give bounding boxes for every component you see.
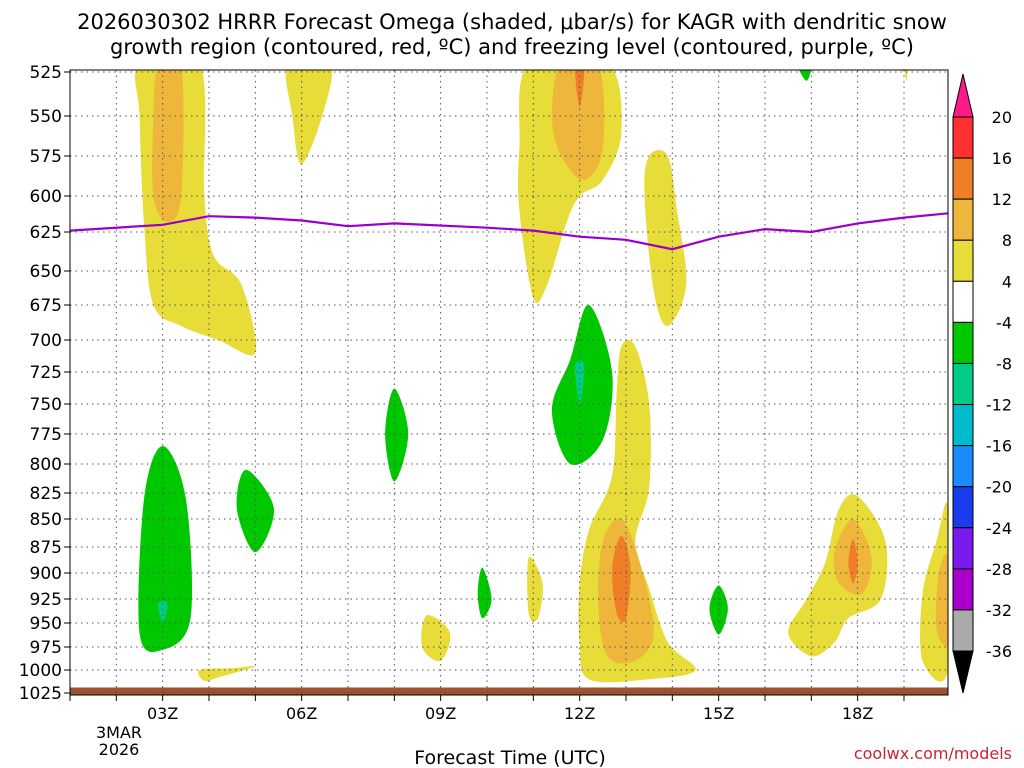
colorbar-label-2: 12 — [992, 190, 1012, 209]
colorbar-band-12 — [952, 609, 974, 652]
x-tick-label-03Z: 03Z — [147, 704, 178, 723]
y-tick-label-550: 550 — [30, 107, 62, 127]
colorbar-label-1: 16 — [992, 149, 1012, 168]
x-tick-label-18Z: 18Z — [842, 704, 873, 723]
colorbar-label-12: -32 — [986, 601, 1012, 620]
x-tick-label-15Z: 15Z — [703, 704, 734, 723]
colorbar-top-arrow — [952, 73, 974, 118]
x-axis: 03Z 06Z 09Z 12Z 15Z 18Z — [69, 695, 905, 723]
colorbar-band-5 — [952, 321, 974, 364]
source-credit: coolwx.com/models — [854, 744, 1012, 763]
date-label-year: 2026 — [99, 740, 140, 759]
colorbar-band-0 — [952, 116, 974, 159]
colorbar-label-11: -28 — [986, 560, 1012, 579]
chart-title-line2: growth region (contoured, red, ºC) and f… — [110, 35, 914, 59]
y-tick-label-575: 575 — [30, 147, 62, 167]
y-tick-label-975: 975 — [30, 638, 62, 658]
x-tick-label-12Z: 12Z — [564, 704, 595, 723]
omega-region-26 — [799, 70, 812, 81]
colorbar-band-9 — [952, 486, 974, 529]
y-tick-label-525: 525 — [30, 63, 62, 83]
x-tick-label-06Z: 06Z — [286, 704, 317, 723]
colorbar-label-6: -8 — [996, 354, 1012, 373]
x-tick-label-09Z: 09Z — [425, 704, 456, 723]
y-axis: 525 550 575 600 625 650 675 700 725 750 775 800 825 8… — [19, 63, 70, 704]
colorbar-band-7 — [952, 404, 974, 447]
date-label-day: 3MAR — [96, 723, 142, 742]
colorbar-label-9: -20 — [986, 478, 1012, 497]
colorbar-band-4 — [952, 280, 974, 323]
y-tick-label-725: 725 — [30, 363, 62, 383]
omega-region-2 — [285, 70, 332, 165]
freezing-level-layer — [70, 212, 948, 251]
colorbar-label-7: -12 — [986, 396, 1012, 415]
y-tick-label-775: 775 — [30, 425, 62, 445]
y-tick-label-925: 925 — [30, 590, 62, 610]
colorbar-band-3 — [952, 239, 974, 282]
omega-region-24 — [527, 556, 543, 622]
y-tick-label-675: 675 — [30, 296, 62, 316]
colorbar-bottom-arrow — [952, 650, 974, 694]
colorbar-band-10 — [952, 527, 974, 570]
omega-region-5 — [574, 70, 585, 108]
omega-region-0 — [134, 70, 257, 356]
y-tick-label-900: 900 — [30, 564, 62, 584]
colorbar-label-8: -16 — [986, 437, 1012, 456]
colorbar-band-6 — [952, 362, 974, 406]
colorbar-label-10: -24 — [986, 519, 1012, 538]
y-tick-label-600: 600 — [30, 187, 62, 207]
omega-region-25 — [198, 665, 256, 682]
colorbar-band-2 — [952, 198, 974, 241]
freezing-level-line — [70, 212, 948, 251]
y-tick-label-700: 700 — [30, 331, 62, 351]
y-tick-label-1000: 1000 — [19, 661, 62, 681]
omega-region-12 — [385, 388, 409, 482]
colorbar-band-11 — [952, 568, 974, 611]
omega-region-6 — [644, 150, 687, 327]
colorbar-label-3: 8 — [1002, 231, 1012, 250]
colorbar-label-0: 20 — [992, 108, 1012, 127]
y-tick-label-1025: 1025 — [19, 684, 62, 704]
colorbar-label-5: -4 — [996, 313, 1012, 332]
colorbar: 20 16 12 8 4 -4 -8 -12 -16 -20 -24 -28 -32 -36 — [952, 73, 1012, 694]
chart-title-line1: 2026030302 HRRR Forecast Omega (shaded, … — [77, 10, 947, 34]
y-tick-label-950: 950 — [30, 614, 62, 634]
omega-region-23 — [421, 614, 451, 662]
y-tick-label-750: 750 — [30, 395, 62, 415]
colorbar-band-1 — [952, 157, 974, 200]
colorbar-band-8 — [952, 445, 974, 488]
y-tick-label-875: 875 — [30, 538, 62, 558]
colorbar-label-4: 4 — [1002, 272, 1012, 291]
colorbar-label-13: -36 — [986, 642, 1012, 661]
plot-area — [70, 70, 948, 695]
x-axis-label: Forecast Time (UTC) — [414, 747, 605, 768]
omega-region-10 — [157, 601, 168, 623]
omega-region-1 — [152, 70, 184, 222]
omega-region-20 — [848, 539, 858, 584]
omega-region-13 — [477, 567, 492, 619]
omega-region-4 — [551, 70, 605, 181]
y-tick-label-800: 800 — [30, 455, 62, 475]
y-tick-label-650: 650 — [30, 262, 62, 282]
plot-frame — [69, 69, 949, 696]
omega-region-9 — [138, 446, 193, 653]
y-tick-label-625: 625 — [30, 223, 62, 243]
ground-surface — [70, 687, 948, 695]
y-tick-label-850: 850 — [30, 510, 62, 530]
y-tick-label-825: 825 — [30, 484, 62, 504]
omega-region-17 — [611, 535, 631, 623]
omega-region-27 — [904, 70, 908, 81]
